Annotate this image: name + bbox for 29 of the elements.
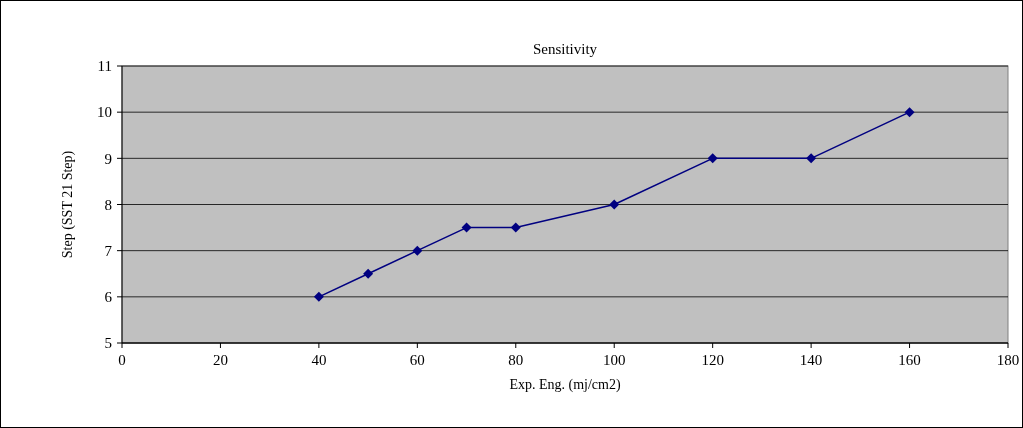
point — [313, 291, 324, 302]
y-tick-label: 11 — [97, 58, 112, 75]
x-axis-title: Exp. Eng. (mj/cm2) — [509, 377, 621, 393]
x-tick-label: 100 — [602, 352, 626, 368]
x-tick-label: 40 — [311, 352, 327, 368]
x-tick-label: 60 — [409, 352, 425, 368]
x-tick-label: 120 — [701, 352, 724, 368]
point — [609, 199, 620, 210]
point — [510, 222, 521, 233]
y-tick-label: 10 — [97, 104, 112, 121]
point — [806, 153, 817, 164]
point — [412, 245, 423, 256]
y-tick-label: 7 — [104, 242, 113, 259]
x-tick-label: 0 — [118, 352, 126, 368]
point — [461, 222, 472, 233]
x-tick-label: 20 — [212, 352, 228, 368]
x-tick-label: 180 — [996, 352, 1020, 368]
point — [363, 268, 374, 279]
x-tick-label: 80 — [508, 352, 524, 368]
y-tick-label: 8 — [104, 196, 112, 213]
y-tick-label: 5 — [104, 335, 112, 352]
x-tick-label: 140 — [799, 352, 823, 368]
y-tick-label: 9 — [104, 150, 112, 167]
point — [707, 153, 718, 164]
chart-title: Sensitivity — [532, 41, 598, 57]
point — [904, 107, 915, 118]
y-tick-label: 6 — [104, 289, 113, 306]
x-tick-label: 160 — [898, 352, 921, 368]
y-axis-title: Step (SST 21 Step) — [60, 150, 76, 259]
